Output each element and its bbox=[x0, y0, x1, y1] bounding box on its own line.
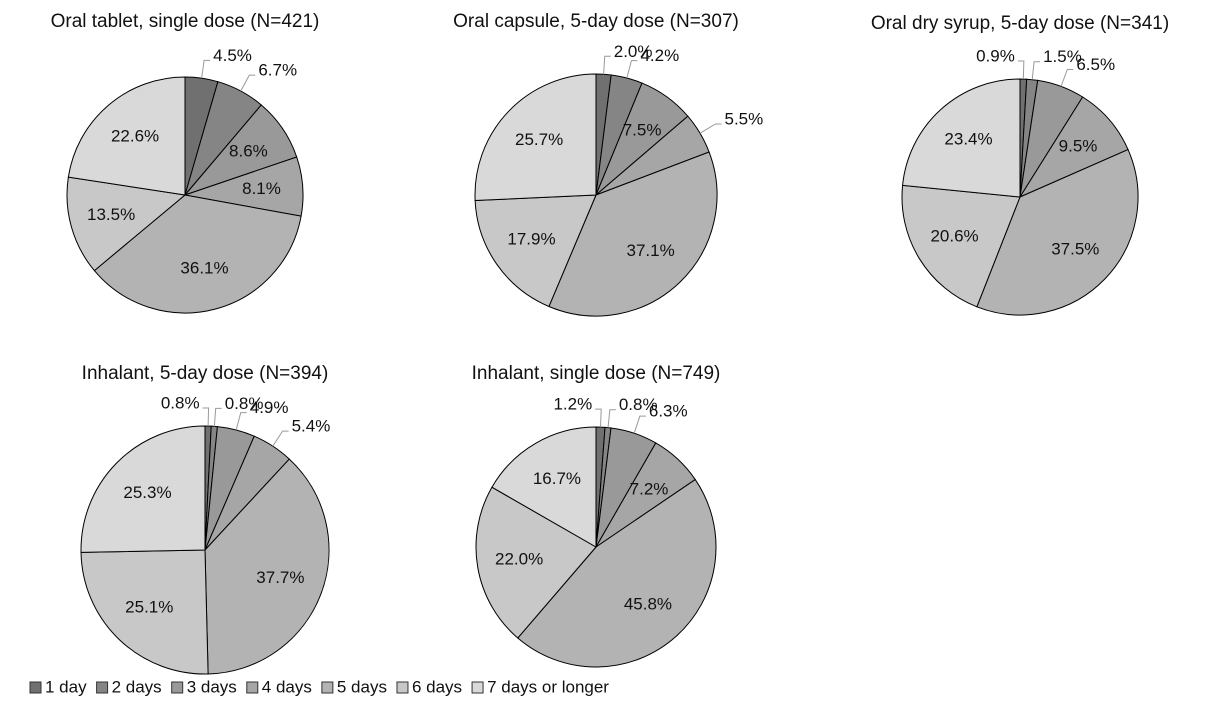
pie-slice bbox=[66, 176, 187, 272]
data-label: 4.2% bbox=[640, 46, 679, 65]
data-label: 4.5% bbox=[213, 46, 252, 65]
data-label: 23.4% bbox=[944, 130, 992, 149]
legend-label: 5 days bbox=[337, 677, 387, 696]
leader-line bbox=[607, 409, 616, 428]
legend-label: 3 days bbox=[187, 677, 237, 696]
leader-line bbox=[240, 74, 256, 92]
leader-line bbox=[235, 412, 247, 431]
data-label: 20.6% bbox=[930, 226, 978, 245]
pie-slice bbox=[93, 194, 302, 314]
legend-swatch bbox=[396, 681, 409, 694]
data-label: 5.5% bbox=[724, 109, 763, 128]
pie-slice bbox=[80, 549, 209, 675]
data-label: 6.3% bbox=[649, 402, 688, 421]
data-label: 0.8% bbox=[619, 395, 658, 414]
legend-swatch bbox=[321, 681, 334, 694]
legend-swatch bbox=[96, 681, 109, 694]
data-label: 4.9% bbox=[250, 398, 289, 417]
legend-swatch bbox=[29, 681, 42, 694]
pie-slice bbox=[474, 194, 597, 308]
leader-line bbox=[213, 407, 222, 427]
data-label: 7.5% bbox=[623, 121, 662, 140]
pie-slice bbox=[548, 151, 718, 317]
data-label: 8.6% bbox=[229, 141, 268, 160]
data-label: 7.2% bbox=[630, 479, 669, 498]
pie-slice bbox=[475, 486, 597, 639]
leader-line bbox=[633, 415, 646, 434]
data-label: 6.5% bbox=[1076, 55, 1115, 74]
chart-title: Oral capsule, 5-day dose (N=307) bbox=[453, 11, 739, 32]
data-label: 0.9% bbox=[976, 47, 1015, 66]
legend-swatch bbox=[246, 681, 259, 694]
data-label: 2.0% bbox=[614, 42, 653, 61]
pie-slice bbox=[204, 458, 330, 675]
data-label: 17.9% bbox=[507, 229, 555, 248]
data-label: 0.8% bbox=[225, 394, 264, 413]
chart-title: Oral tablet, single dose (N=421) bbox=[51, 11, 320, 32]
leader-line bbox=[1060, 68, 1074, 87]
pie-slice bbox=[902, 78, 1021, 198]
data-label: 13.5% bbox=[87, 205, 135, 224]
legend-label: 1 day bbox=[45, 677, 87, 696]
leader-line bbox=[603, 55, 611, 75]
legend-label: 7 days or longer bbox=[487, 677, 609, 696]
data-label: 8.1% bbox=[242, 179, 281, 198]
leader-line bbox=[272, 430, 289, 447]
data-label: 37.5% bbox=[1051, 240, 1099, 259]
leader-line bbox=[201, 59, 211, 79]
pie-slice bbox=[67, 76, 186, 196]
data-label: 5.4% bbox=[292, 417, 331, 436]
data-label: 16.7% bbox=[533, 469, 581, 488]
chart-title: Inhalant, 5-day dose (N=394) bbox=[82, 363, 329, 384]
data-label: 6.7% bbox=[258, 61, 297, 80]
legend-swatch bbox=[171, 681, 184, 694]
pie-slice bbox=[80, 425, 206, 553]
chart-title: Inhalant, single dose (N=749) bbox=[472, 363, 721, 384]
legend-label: 2 days bbox=[112, 677, 162, 696]
leader-line bbox=[699, 123, 722, 134]
data-label: 25.1% bbox=[125, 598, 173, 617]
legend-label: 4 days bbox=[262, 677, 312, 696]
legend-label: 6 days bbox=[412, 677, 462, 696]
data-label: 36.1% bbox=[180, 259, 228, 278]
leader-line bbox=[595, 408, 602, 428]
leader-line bbox=[1017, 60, 1025, 80]
leader-line bbox=[202, 407, 210, 427]
pie-slice bbox=[901, 184, 1021, 308]
data-label: 37.7% bbox=[256, 568, 304, 587]
data-label: 45.8% bbox=[624, 595, 672, 614]
pie-slice bbox=[976, 148, 1139, 316]
leader-line bbox=[626, 60, 638, 79]
pie-slice bbox=[474, 73, 597, 202]
data-label: 22.0% bbox=[495, 550, 543, 569]
leader-line bbox=[1031, 61, 1041, 80]
legend-swatch bbox=[471, 681, 484, 694]
data-label: 22.6% bbox=[111, 126, 159, 145]
data-label: 25.7% bbox=[515, 130, 563, 149]
data-label: 1.2% bbox=[553, 395, 592, 414]
data-label: 1.5% bbox=[1043, 47, 1082, 66]
data-label: 9.5% bbox=[1059, 136, 1098, 155]
data-label: 0.8% bbox=[161, 394, 200, 413]
chart-title: Oral dry syrup, 5-day dose (N=341) bbox=[871, 13, 1169, 34]
data-label: 37.1% bbox=[626, 241, 674, 260]
pie-slice bbox=[491, 426, 597, 548]
pie-slice bbox=[517, 478, 717, 668]
data-label: 25.3% bbox=[123, 483, 171, 502]
